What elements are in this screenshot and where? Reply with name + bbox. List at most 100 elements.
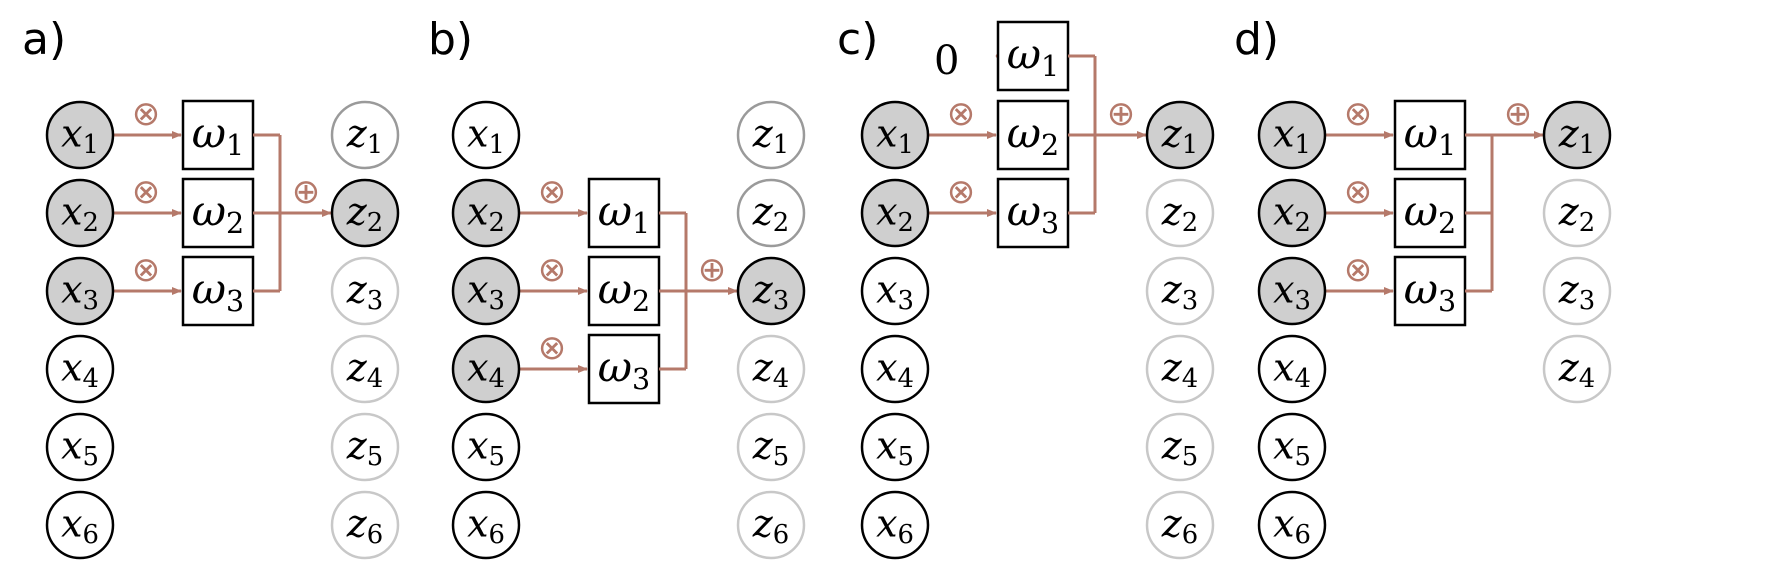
output-label: z6: [752, 501, 789, 550]
multiply-icon: ⊗: [1344, 250, 1373, 290]
panel-b: b) ⊗ ω1 ⊗ ω2 ⊗ ω3 ⊕ x1 x2 x3 x4 x5 x6 z1 z2 z3 z4 z5 z6: [428, 14, 806, 560]
output-label: z6: [346, 501, 383, 550]
weight-label: ω3: [598, 343, 650, 397]
weight-box: [996, 177, 1070, 249]
output-node: [330, 490, 400, 560]
output-node: [330, 100, 400, 170]
weight-label: ω1: [1404, 109, 1456, 163]
weight-box: [1393, 255, 1467, 327]
output-label: z5: [752, 423, 789, 472]
output-label: z3: [1558, 267, 1595, 316]
weight-label: ω1: [192, 109, 244, 163]
output-label: z5: [346, 423, 383, 472]
weight-label: ω3: [1007, 187, 1059, 241]
input-node: [1257, 100, 1327, 170]
weight-box: [996, 20, 1070, 92]
output-node: [1542, 178, 1612, 248]
output-node: [1542, 334, 1612, 404]
input-node: [45, 412, 115, 482]
output-label: z2: [346, 189, 383, 238]
input-label: x5: [467, 423, 505, 472]
input-label: x2: [61, 189, 99, 238]
input-label: x3: [467, 267, 505, 316]
input-node: [1257, 178, 1327, 248]
output-node: [1542, 100, 1612, 170]
weight-label: ω2: [1007, 109, 1059, 163]
multiply-icon: ⊗: [132, 94, 161, 134]
input-label: x4: [467, 345, 505, 394]
weight-box: [1393, 99, 1467, 171]
input-label: x4: [876, 345, 914, 394]
output-node: [736, 100, 806, 170]
output-node: [330, 412, 400, 482]
input-node: [1257, 412, 1327, 482]
input-label: x4: [1273, 345, 1311, 394]
input-label: x1: [61, 111, 99, 160]
output-node: [330, 256, 400, 326]
output-label: z1: [346, 111, 383, 160]
output-node: [1145, 178, 1215, 248]
weight-box: [996, 99, 1070, 171]
input-label: x5: [1273, 423, 1311, 472]
input-label: x3: [876, 267, 914, 316]
input-node: [451, 178, 521, 248]
input-label: x3: [61, 267, 99, 316]
output-label: z5: [1161, 423, 1198, 472]
output-node: [736, 412, 806, 482]
input-node: [451, 412, 521, 482]
multiply-icon: ⊗: [538, 328, 567, 368]
output-label: z6: [1161, 501, 1198, 550]
output-label: z2: [1161, 189, 1198, 238]
input-node: [860, 412, 930, 482]
output-node: [1145, 100, 1215, 170]
weight-label: ω2: [192, 187, 244, 241]
output-node: [736, 256, 806, 326]
multiply-icon: ⊗: [1344, 94, 1373, 134]
padding-zero: 0: [934, 38, 959, 84]
input-label: x1: [876, 111, 914, 160]
output-label: z3: [1161, 267, 1198, 316]
weight-box: [587, 255, 661, 327]
multiply-icon: ⊗: [132, 172, 161, 212]
output-label: z4: [752, 345, 789, 394]
weight-box: [181, 177, 255, 249]
output-node: [330, 334, 400, 404]
input-label: x6: [467, 501, 505, 550]
panel-label: d): [1234, 14, 1279, 65]
multiply-icon: ⊗: [947, 172, 976, 212]
weight-box: [587, 177, 661, 249]
output-label: z4: [1558, 345, 1595, 394]
input-node: [1257, 490, 1327, 560]
weight-box: [1393, 177, 1467, 249]
weight-label: ω1: [598, 187, 650, 241]
output-node: [736, 178, 806, 248]
panel-d: d) ⊗ ω1 ⊗ ω2 ⊗ ω3 ⊕ x1 x2 x3 x4 x5 x6 z1 z2 z3 z4: [1234, 14, 1612, 560]
output-label: z3: [752, 267, 789, 316]
input-node: [45, 178, 115, 248]
input-label: x4: [61, 345, 99, 394]
input-node: [451, 100, 521, 170]
input-node: [45, 256, 115, 326]
multiply-icon: ⊗: [132, 250, 161, 290]
panel-label: a): [22, 14, 66, 65]
multiply-icon: ⊗: [538, 250, 567, 290]
input-node: [45, 490, 115, 560]
multiply-icon: ⊗: [1344, 172, 1373, 212]
add-icon: ⊕: [1107, 94, 1136, 134]
input-node: [860, 178, 930, 248]
input-label: x3: [1273, 267, 1311, 316]
output-node: [1145, 412, 1215, 482]
panel-label: b): [428, 14, 473, 65]
input-label: x5: [61, 423, 99, 472]
input-node: [451, 334, 521, 404]
output-node: [1145, 334, 1215, 404]
panel-label: c): [837, 14, 878, 65]
input-label: x1: [467, 111, 505, 160]
input-label: x6: [876, 501, 914, 550]
output-label: z1: [1558, 111, 1595, 160]
input-label: x2: [1273, 189, 1311, 238]
output-node: [1145, 256, 1215, 326]
output-label: z4: [1161, 345, 1198, 394]
